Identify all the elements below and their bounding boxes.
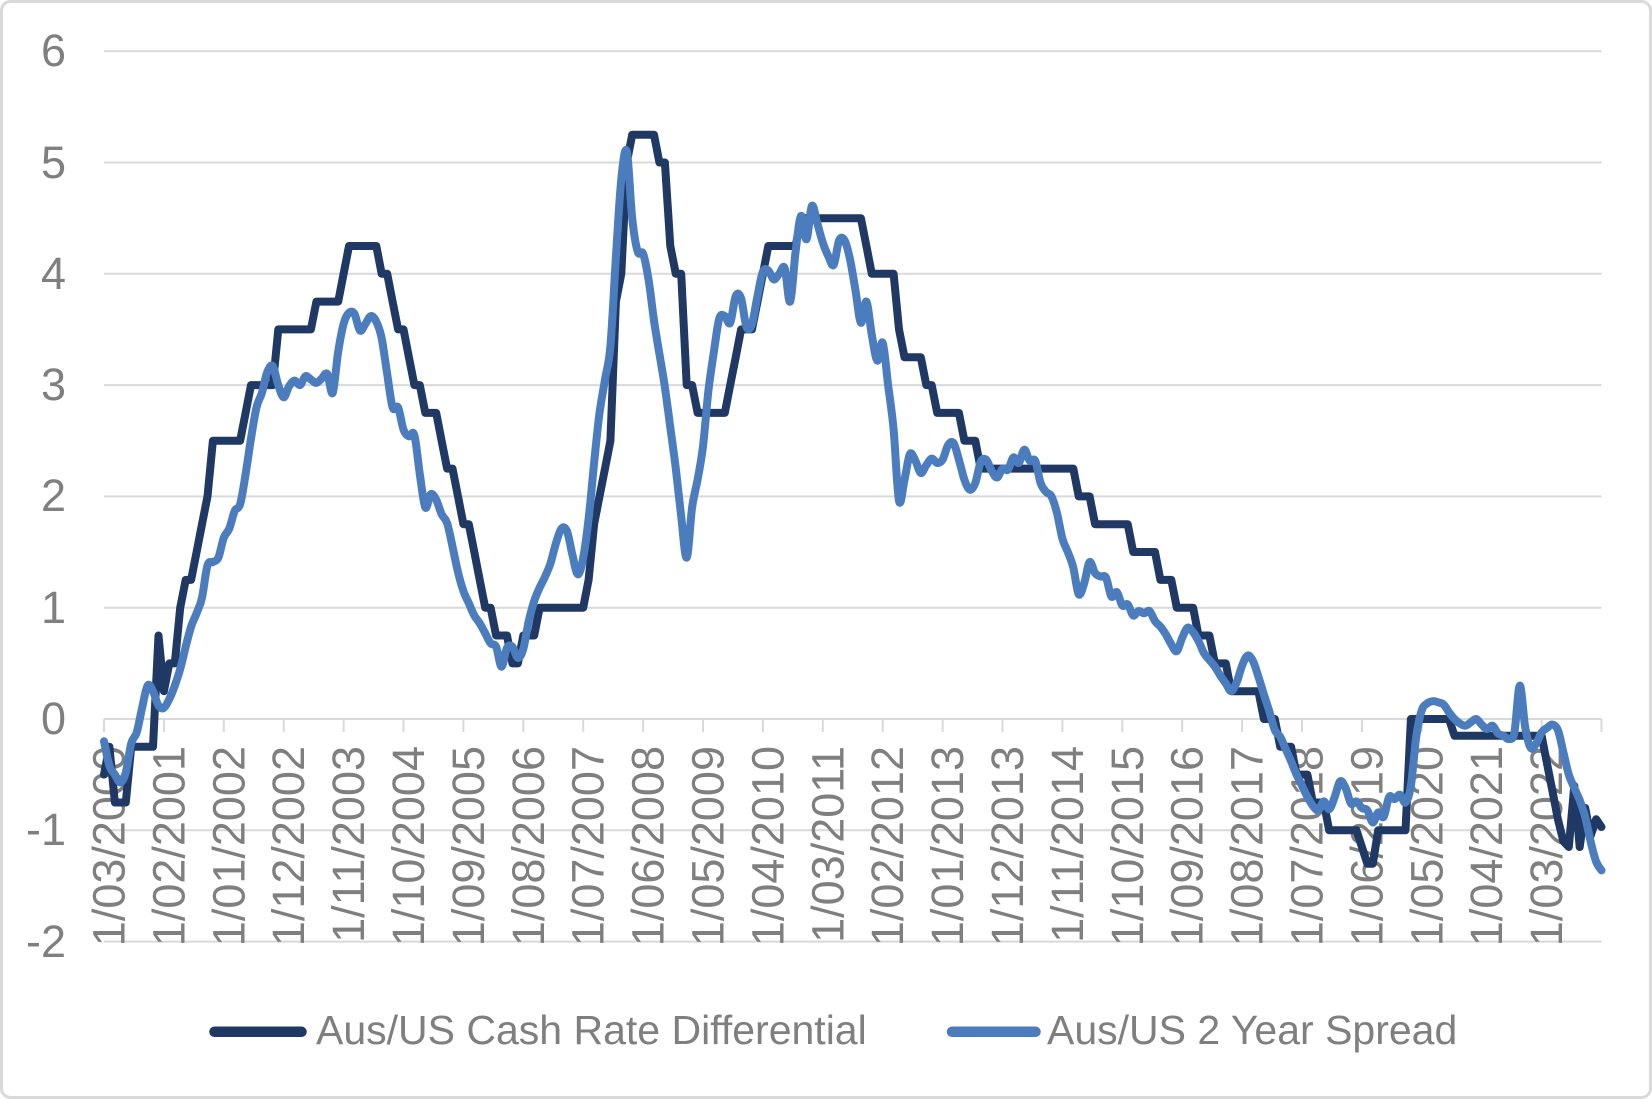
svg-text:1/08/2017: 1/08/2017: [1222, 746, 1273, 946]
svg-text:1/05/2009: 1/05/2009: [683, 746, 734, 946]
svg-text:2: 2: [41, 470, 66, 521]
svg-text:-2: -2: [26, 916, 66, 967]
svg-text:1/01/2002: 1/01/2002: [203, 746, 254, 946]
svg-text:0: 0: [41, 693, 66, 744]
svg-text:1/04/2010: 1/04/2010: [742, 746, 793, 946]
svg-text:1/01/2013: 1/01/2013: [922, 746, 973, 946]
svg-text:1/06/2008: 1/06/2008: [623, 746, 674, 946]
svg-text:1/07/2007: 1/07/2007: [563, 746, 614, 946]
svg-text:1/04/2021: 1/04/2021: [1461, 746, 1512, 946]
svg-text:Aus/US 2 Year Spread: Aus/US 2 Year Spread: [1047, 1007, 1457, 1053]
svg-text:1/02/2012: 1/02/2012: [862, 746, 913, 946]
svg-text:1/03/2011: 1/03/2011: [802, 746, 853, 943]
svg-text:1/09/2016: 1/09/2016: [1162, 746, 1213, 946]
svg-text:1/08/2006: 1/08/2006: [503, 746, 554, 946]
svg-text:1/06/2019: 1/06/2019: [1341, 746, 1392, 946]
svg-text:1/12/2013: 1/12/2013: [982, 746, 1033, 946]
svg-text:1/09/2005: 1/09/2005: [443, 746, 494, 946]
svg-text:1/12/2002: 1/12/2002: [263, 746, 314, 946]
svg-text:1/11/2003: 1/11/2003: [323, 746, 374, 943]
svg-text:3: 3: [41, 359, 66, 410]
svg-text:-1: -1: [26, 804, 66, 855]
svg-text:1/11/2014: 1/11/2014: [1042, 746, 1093, 943]
svg-text:1/10/2004: 1/10/2004: [383, 746, 434, 946]
svg-text:1: 1: [41, 582, 66, 633]
svg-text:6: 6: [41, 25, 66, 76]
svg-text:Aus/US Cash Rate Differential: Aus/US Cash Rate Differential: [316, 1007, 867, 1053]
svg-text:1/10/2015: 1/10/2015: [1102, 746, 1153, 946]
svg-text:1/02/2001: 1/02/2001: [143, 746, 194, 946]
svg-text:5: 5: [41, 137, 66, 188]
svg-text:4: 4: [41, 248, 66, 299]
